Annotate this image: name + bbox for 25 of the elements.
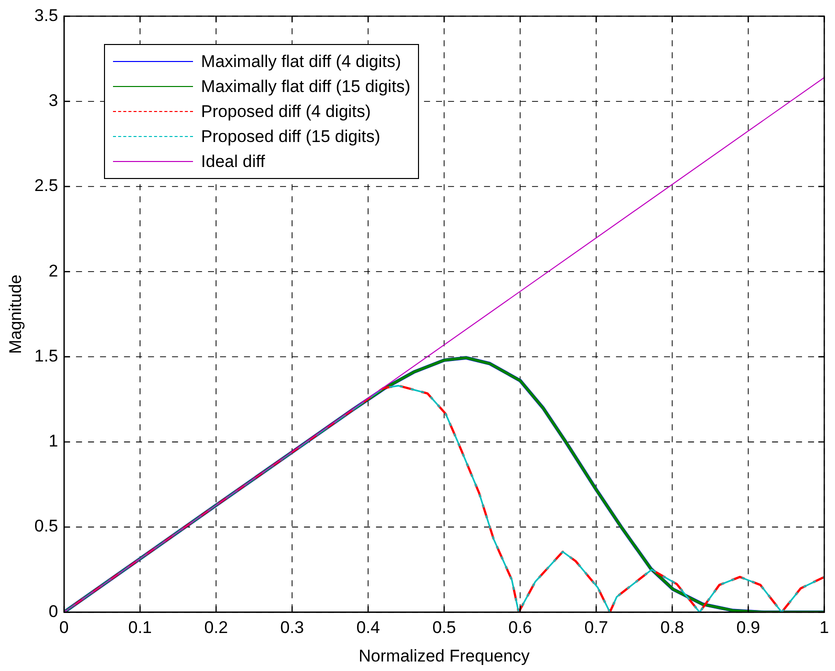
- y-tick-label: 3: [48, 91, 58, 110]
- x-tick-label: 1: [820, 618, 830, 638]
- y-tick-label: 1: [48, 432, 58, 451]
- legend-label: Maximally flat diff (15 digits): [201, 76, 410, 97]
- x-tick-label: 0.4: [356, 618, 380, 638]
- legend-label: Ideal diff: [201, 152, 265, 172]
- x-tick-label: 0.9: [736, 618, 760, 638]
- legend-label: Proposed diff (15 digits): [201, 126, 380, 147]
- x-tick-label: 0.3: [280, 618, 304, 638]
- x-tick-label: 0.8: [660, 618, 684, 638]
- y-tick-label: 3.5: [34, 6, 58, 25]
- y-tick-label: 1.5: [34, 346, 58, 366]
- y-tick-label: 0.5: [34, 516, 58, 536]
- x-tick-label: 0.7: [584, 618, 608, 638]
- y-tick-label: 2.5: [34, 176, 58, 196]
- y-tick-label: 2: [48, 261, 58, 280]
- x-tick-label: 0.6: [508, 618, 532, 638]
- x-tick-label: 0.2: [204, 618, 228, 638]
- y-axis-title: Magnitude: [6, 274, 25, 354]
- x-tick-label: 0.1: [128, 618, 152, 638]
- x-tick-label: 0.5: [432, 618, 456, 638]
- y-tick-label: 0: [48, 602, 58, 621]
- legend-label: Proposed diff (4 digits): [201, 102, 371, 122]
- legend-label: Maximally flat diff (4 digits): [201, 52, 401, 72]
- x-axis-title: Normalized Frequency: [358, 646, 530, 666]
